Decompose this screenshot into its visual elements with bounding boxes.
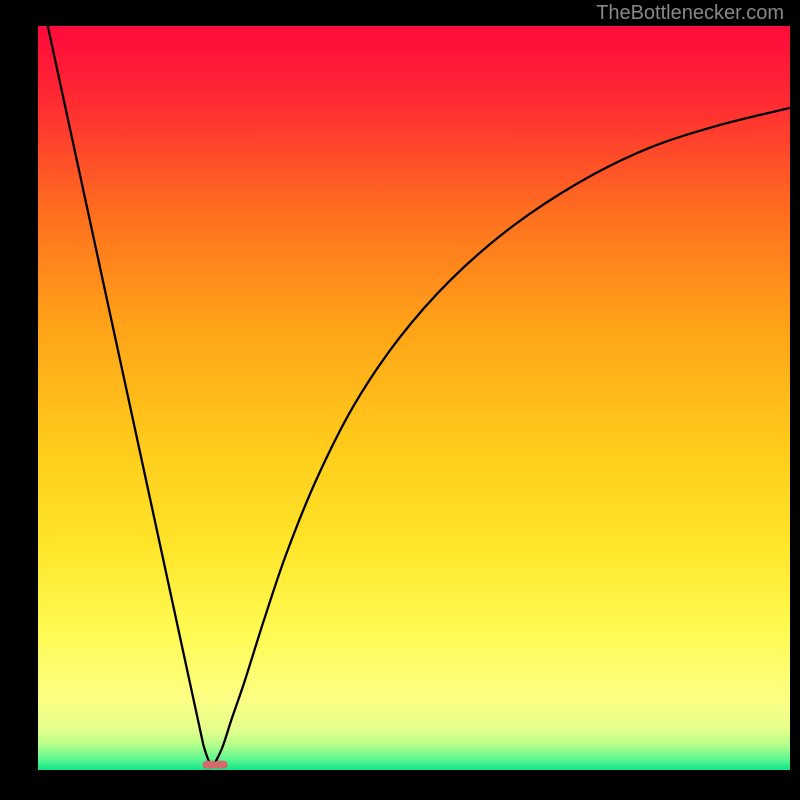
watermark-text: TheBottlenecker.com [596, 2, 784, 25]
min-marker-1 [214, 761, 228, 769]
chart-frame: TheBottlenecker.com [0, 0, 800, 800]
plot-area [38, 26, 790, 770]
